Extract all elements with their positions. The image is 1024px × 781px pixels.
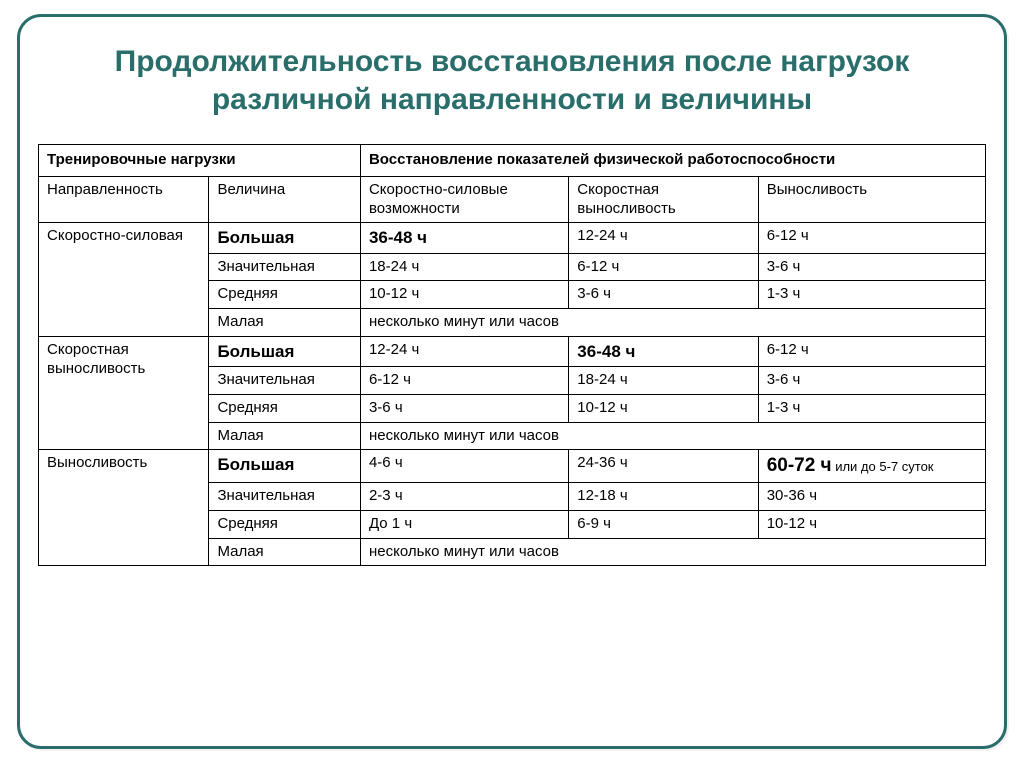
- subheader-endurance: Выносливость: [758, 176, 985, 223]
- val-speed-endurance: 3-6 ч: [569, 281, 758, 309]
- magnitude-cell: Значительная: [209, 253, 361, 281]
- magnitude-cell: Большая: [209, 450, 361, 483]
- table-row: Скоростная выносливостьБольшая12-24 ч36-…: [39, 336, 986, 366]
- val-speed-strength: 3-6 ч: [360, 394, 568, 422]
- direction-cell: Выносливость: [39, 450, 209, 566]
- val-endurance: 60-72 ч или до 5-7 суток: [758, 450, 985, 483]
- magnitude-cell: Малая: [209, 538, 361, 566]
- span-cell: несколько минут или часов: [360, 538, 985, 566]
- magnitude-cell: Малая: [209, 422, 361, 450]
- val-speed-endurance: 18-24 ч: [569, 367, 758, 395]
- recovery-table: Тренировочные нагрузкиВосстановление пок…: [38, 144, 986, 566]
- val-endurance: 6-12 ч: [758, 336, 985, 366]
- val-endurance: 3-6 ч: [758, 367, 985, 395]
- magnitude-cell: Значительная: [209, 367, 361, 395]
- val-speed-strength: До 1 ч: [360, 510, 568, 538]
- span-cell: несколько минут или часов: [360, 422, 985, 450]
- val-speed-endurance: 12-24 ч: [569, 223, 758, 253]
- table-row: ВыносливостьБольшая4-6 ч24-36 ч60-72 ч и…: [39, 450, 986, 483]
- table-subheader-row: НаправленностьВеличинаСкоростно-силовые …: [39, 176, 986, 223]
- table-row: Скоростно-силоваяБольшая36-48 ч12-24 ч6-…: [39, 223, 986, 253]
- val-speed-strength: 6-12 ч: [360, 367, 568, 395]
- val-speed-endurance: 36-48 ч: [569, 336, 758, 366]
- val-speed-strength: 12-24 ч: [360, 336, 568, 366]
- val-speed-strength: 4-6 ч: [360, 450, 568, 483]
- val-endurance: 6-12 ч: [758, 223, 985, 253]
- val-speed-strength: 2-3 ч: [360, 483, 568, 511]
- header-recovery: Восстановление показателей физической ра…: [360, 145, 985, 177]
- magnitude-cell: Значительная: [209, 483, 361, 511]
- direction-cell: Скоростная выносливость: [39, 336, 209, 450]
- val-endurance: 30-36 ч: [758, 483, 985, 511]
- val-speed-strength: 18-24 ч: [360, 253, 568, 281]
- magnitude-cell: Средняя: [209, 394, 361, 422]
- val-speed-endurance: 12-18 ч: [569, 483, 758, 511]
- slide-frame: Продолжительность восстановления после н…: [17, 14, 1007, 749]
- subheader-direction: Направленность: [39, 176, 209, 223]
- val-endurance: 1-3 ч: [758, 281, 985, 309]
- header-loads: Тренировочные нагрузки: [39, 145, 361, 177]
- val-endurance: 10-12 ч: [758, 510, 985, 538]
- slide-title: Продолжительность восстановления после н…: [68, 43, 956, 118]
- val-speed-strength: 10-12 ч: [360, 281, 568, 309]
- table-header-row: Тренировочные нагрузкиВосстановление пок…: [39, 145, 986, 177]
- magnitude-cell: Большая: [209, 336, 361, 366]
- direction-cell: Скоростно-силовая: [39, 223, 209, 337]
- val-endurance: 1-3 ч: [758, 394, 985, 422]
- span-cell: несколько минут или часов: [360, 309, 985, 337]
- val-speed-endurance: 10-12 ч: [569, 394, 758, 422]
- magnitude-cell: Средняя: [209, 281, 361, 309]
- val-speed-endurance: 24-36 ч: [569, 450, 758, 483]
- val-speed-strength: 36-48 ч: [360, 223, 568, 253]
- val-endurance: 3-6 ч: [758, 253, 985, 281]
- subheader-magnitude: Величина: [209, 176, 361, 223]
- magnitude-cell: Малая: [209, 309, 361, 337]
- magnitude-cell: Большая: [209, 223, 361, 253]
- val-speed-endurance: 6-12 ч: [569, 253, 758, 281]
- val-speed-endurance: 6-9 ч: [569, 510, 758, 538]
- magnitude-cell: Средняя: [209, 510, 361, 538]
- subheader-speed-endurance: Скоростная выносливость: [569, 176, 758, 223]
- subheader-speed-strength: Скоростно-силовые возможности: [360, 176, 568, 223]
